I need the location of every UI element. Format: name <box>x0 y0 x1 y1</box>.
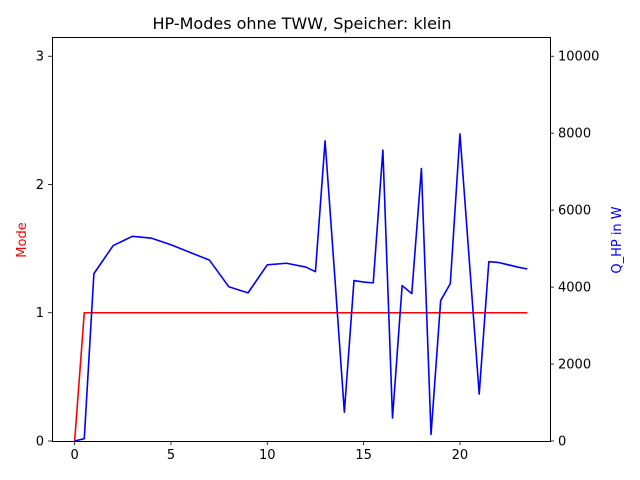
y-right-tick-label: 10000 <box>558 50 599 65</box>
x-axis: 0 5 10 15 20 <box>70 441 468 463</box>
y-right-tick-label: 4000 <box>558 281 591 296</box>
y-axis-right: 0 2000 4000 6000 8000 10000 <box>550 50 599 450</box>
y-left-tick-label: 3 <box>36 50 44 65</box>
x-tick-label: 20 <box>452 448 469 463</box>
y-axis-left-label: Mode <box>15 222 30 257</box>
series-line-q-hp <box>74 133 528 442</box>
x-tick-label: 10 <box>259 448 276 463</box>
y-right-tick-label: 0 <box>558 435 566 450</box>
chart-title: HP-Modes ohne TWW, Speicher: klein <box>153 14 452 33</box>
y-left-tick-label: 2 <box>36 178 44 193</box>
series-layer <box>73 133 528 442</box>
x-tick-label: 5 <box>167 448 175 463</box>
x-tick-label: 15 <box>355 448 372 463</box>
y-left-tick-label: 1 <box>36 306 44 321</box>
plot-frame <box>52 37 551 442</box>
y-left-tick-label: 0 <box>36 435 44 450</box>
x-tick-label: 0 <box>70 448 78 463</box>
y-axis-left: 0 1 2 3 <box>36 50 52 450</box>
y-right-tick-label: 6000 <box>558 204 591 219</box>
y-right-tick-label: 2000 <box>558 358 591 373</box>
series-line-mode <box>73 311 528 442</box>
y-axis-right-label: Q_HP in W <box>610 206 625 273</box>
y-right-tick-label: 8000 <box>558 127 591 142</box>
